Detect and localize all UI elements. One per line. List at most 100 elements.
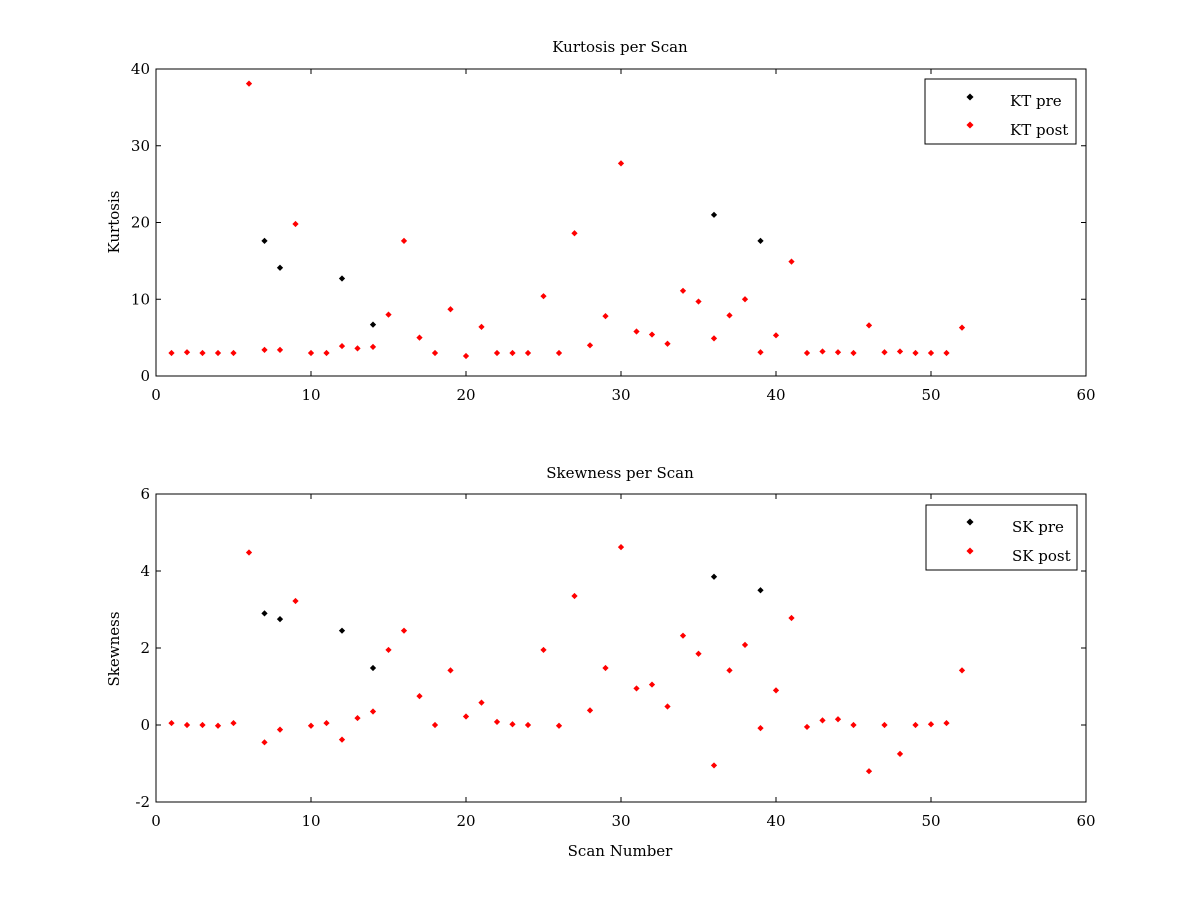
skewness-legend-marker-post (966, 547, 974, 555)
kurtosis-post-point (369, 343, 377, 350)
skewness-post-point (896, 750, 904, 757)
skewness-subplot: Skewness per Scan Skewness Scan Number 0… (105, 464, 1096, 860)
skewness-post-point (276, 726, 284, 733)
skewness-post-point (416, 693, 423, 700)
skewness-legend: SK pre SK post (925, 504, 1078, 571)
skewness-post-point (307, 722, 315, 729)
kurtosis-post-point (493, 349, 501, 357)
kurtosis-pre-point (276, 264, 284, 271)
kurtosis-legend-label-post: KT post (1010, 121, 1068, 139)
kurtosis-legend-box (924, 78, 1077, 145)
kurtosis-post-point (478, 323, 485, 330)
skewness-y-axis-label: Skewness (105, 611, 123, 686)
kurtosis-subplot: Kurtosis per Scan Kurtosis 0 10 20 30 40 50 60… (105, 38, 1096, 404)
skewness-post-point (400, 627, 408, 634)
skewness-legend-label-pre: SK pre (1012, 518, 1064, 536)
kurtosis-x-tick-label: 60 (1076, 386, 1095, 404)
kurtosis-x-tick-label: 50 (921, 386, 940, 404)
skewness-post-point (447, 667, 454, 674)
skewness-post-point (524, 721, 532, 729)
kurtosis-x-tick-label: 0 (151, 386, 161, 404)
kurtosis-y-tick-label: 40 (131, 60, 150, 78)
skewness-post-point (850, 721, 857, 729)
kurtosis-post-point (788, 258, 795, 265)
skewness-plot-frame (155, 493, 1087, 803)
skewness-post-point (726, 667, 733, 674)
skewness-legend-box (925, 504, 1078, 571)
kurtosis-title: Kurtosis per Scan (552, 38, 688, 56)
kurtosis-data-points (168, 80, 966, 360)
skewness-post-point (555, 722, 563, 729)
kurtosis-post-point (354, 345, 361, 352)
kurtosis-post-point (834, 349, 842, 356)
skewness-pre-point (338, 627, 346, 634)
skewness-legend-marker-pre (966, 518, 974, 526)
skewness-post-point (586, 707, 594, 714)
kurtosis-post-point (276, 346, 284, 354)
kurtosis-legend-marker-post (966, 121, 974, 129)
kurtosis-pre-point (369, 321, 377, 328)
kurtosis-legend: KT pre KT post (924, 78, 1077, 145)
kurtosis-y-tick-label: 20 (131, 214, 150, 232)
skewness-post-point (292, 597, 299, 605)
skewness-post-point (633, 685, 640, 692)
kurtosis-pre-point (338, 275, 346, 282)
kurtosis-post-point (261, 346, 268, 354)
skewness-post-point (912, 721, 919, 729)
kurtosis-post-point (633, 328, 640, 335)
skewness-pre-point (276, 616, 284, 623)
kurtosis-post-point (462, 352, 470, 360)
skewness-x-tick-label: 0 (151, 812, 161, 830)
skewness-post-point (462, 713, 470, 720)
skewness-post-point (695, 650, 702, 657)
skewness-post-point (958, 667, 966, 674)
skewness-post-point (664, 703, 671, 710)
skewness-post-point (865, 768, 873, 775)
kurtosis-post-point (540, 293, 547, 300)
skewness-x-tick-label: 60 (1076, 812, 1095, 830)
skewness-post-point (757, 724, 764, 732)
kurtosis-post-point (447, 306, 454, 313)
skewness-post-point (540, 646, 547, 654)
kurtosis-x-tick-label: 10 (301, 386, 320, 404)
kurtosis-post-point (757, 349, 764, 356)
skewness-y-tick-label: 4 (140, 562, 150, 580)
skewness-y-tick-label: -2 (135, 793, 150, 811)
kurtosis-axis-ticks: 0 10 20 30 40 50 60 0 10 20 30 40 (131, 60, 1096, 404)
skewness-title: Skewness per Scan (546, 464, 694, 482)
kurtosis-post-point (385, 311, 392, 318)
skewness-x-axis-label: Scan Number (568, 842, 674, 860)
skewness-y-tick-label: 0 (140, 716, 150, 734)
skewness-post-point (772, 687, 780, 694)
skewness-post-point (803, 723, 811, 731)
kurtosis-post-point (881, 349, 888, 356)
skewness-post-point (431, 721, 439, 729)
kurtosis-post-point (648, 331, 656, 338)
skewness-post-point (323, 719, 330, 727)
skewness-post-point (741, 641, 749, 649)
skewness-post-point (617, 544, 625, 551)
skewness-post-point (834, 716, 842, 723)
kurtosis-y-axis-label: Kurtosis (105, 191, 123, 254)
skewness-legend-label-post: SK post (1012, 547, 1071, 565)
kurtosis-x-tick-label: 20 (456, 386, 475, 404)
skewness-post-point (679, 632, 687, 639)
kurtosis-post-point (431, 349, 439, 357)
skewness-post-point (261, 739, 268, 746)
skewness-post-point (478, 699, 485, 706)
kurtosis-x-tick-label: 30 (611, 386, 630, 404)
skewness-y-tick-label: 6 (140, 485, 150, 503)
skewness-post-point (710, 762, 718, 769)
kurtosis-post-point (726, 312, 733, 319)
skewness-x-tick-label: 20 (456, 812, 475, 830)
skewness-pre-point (757, 587, 764, 594)
kurtosis-post-point (695, 298, 702, 305)
skewness-pre-point (369, 664, 377, 672)
skewness-post-point (648, 681, 656, 688)
skewness-post-point (338, 736, 346, 743)
skewness-post-point (509, 721, 516, 728)
kurtosis-post-point (338, 342, 346, 350)
